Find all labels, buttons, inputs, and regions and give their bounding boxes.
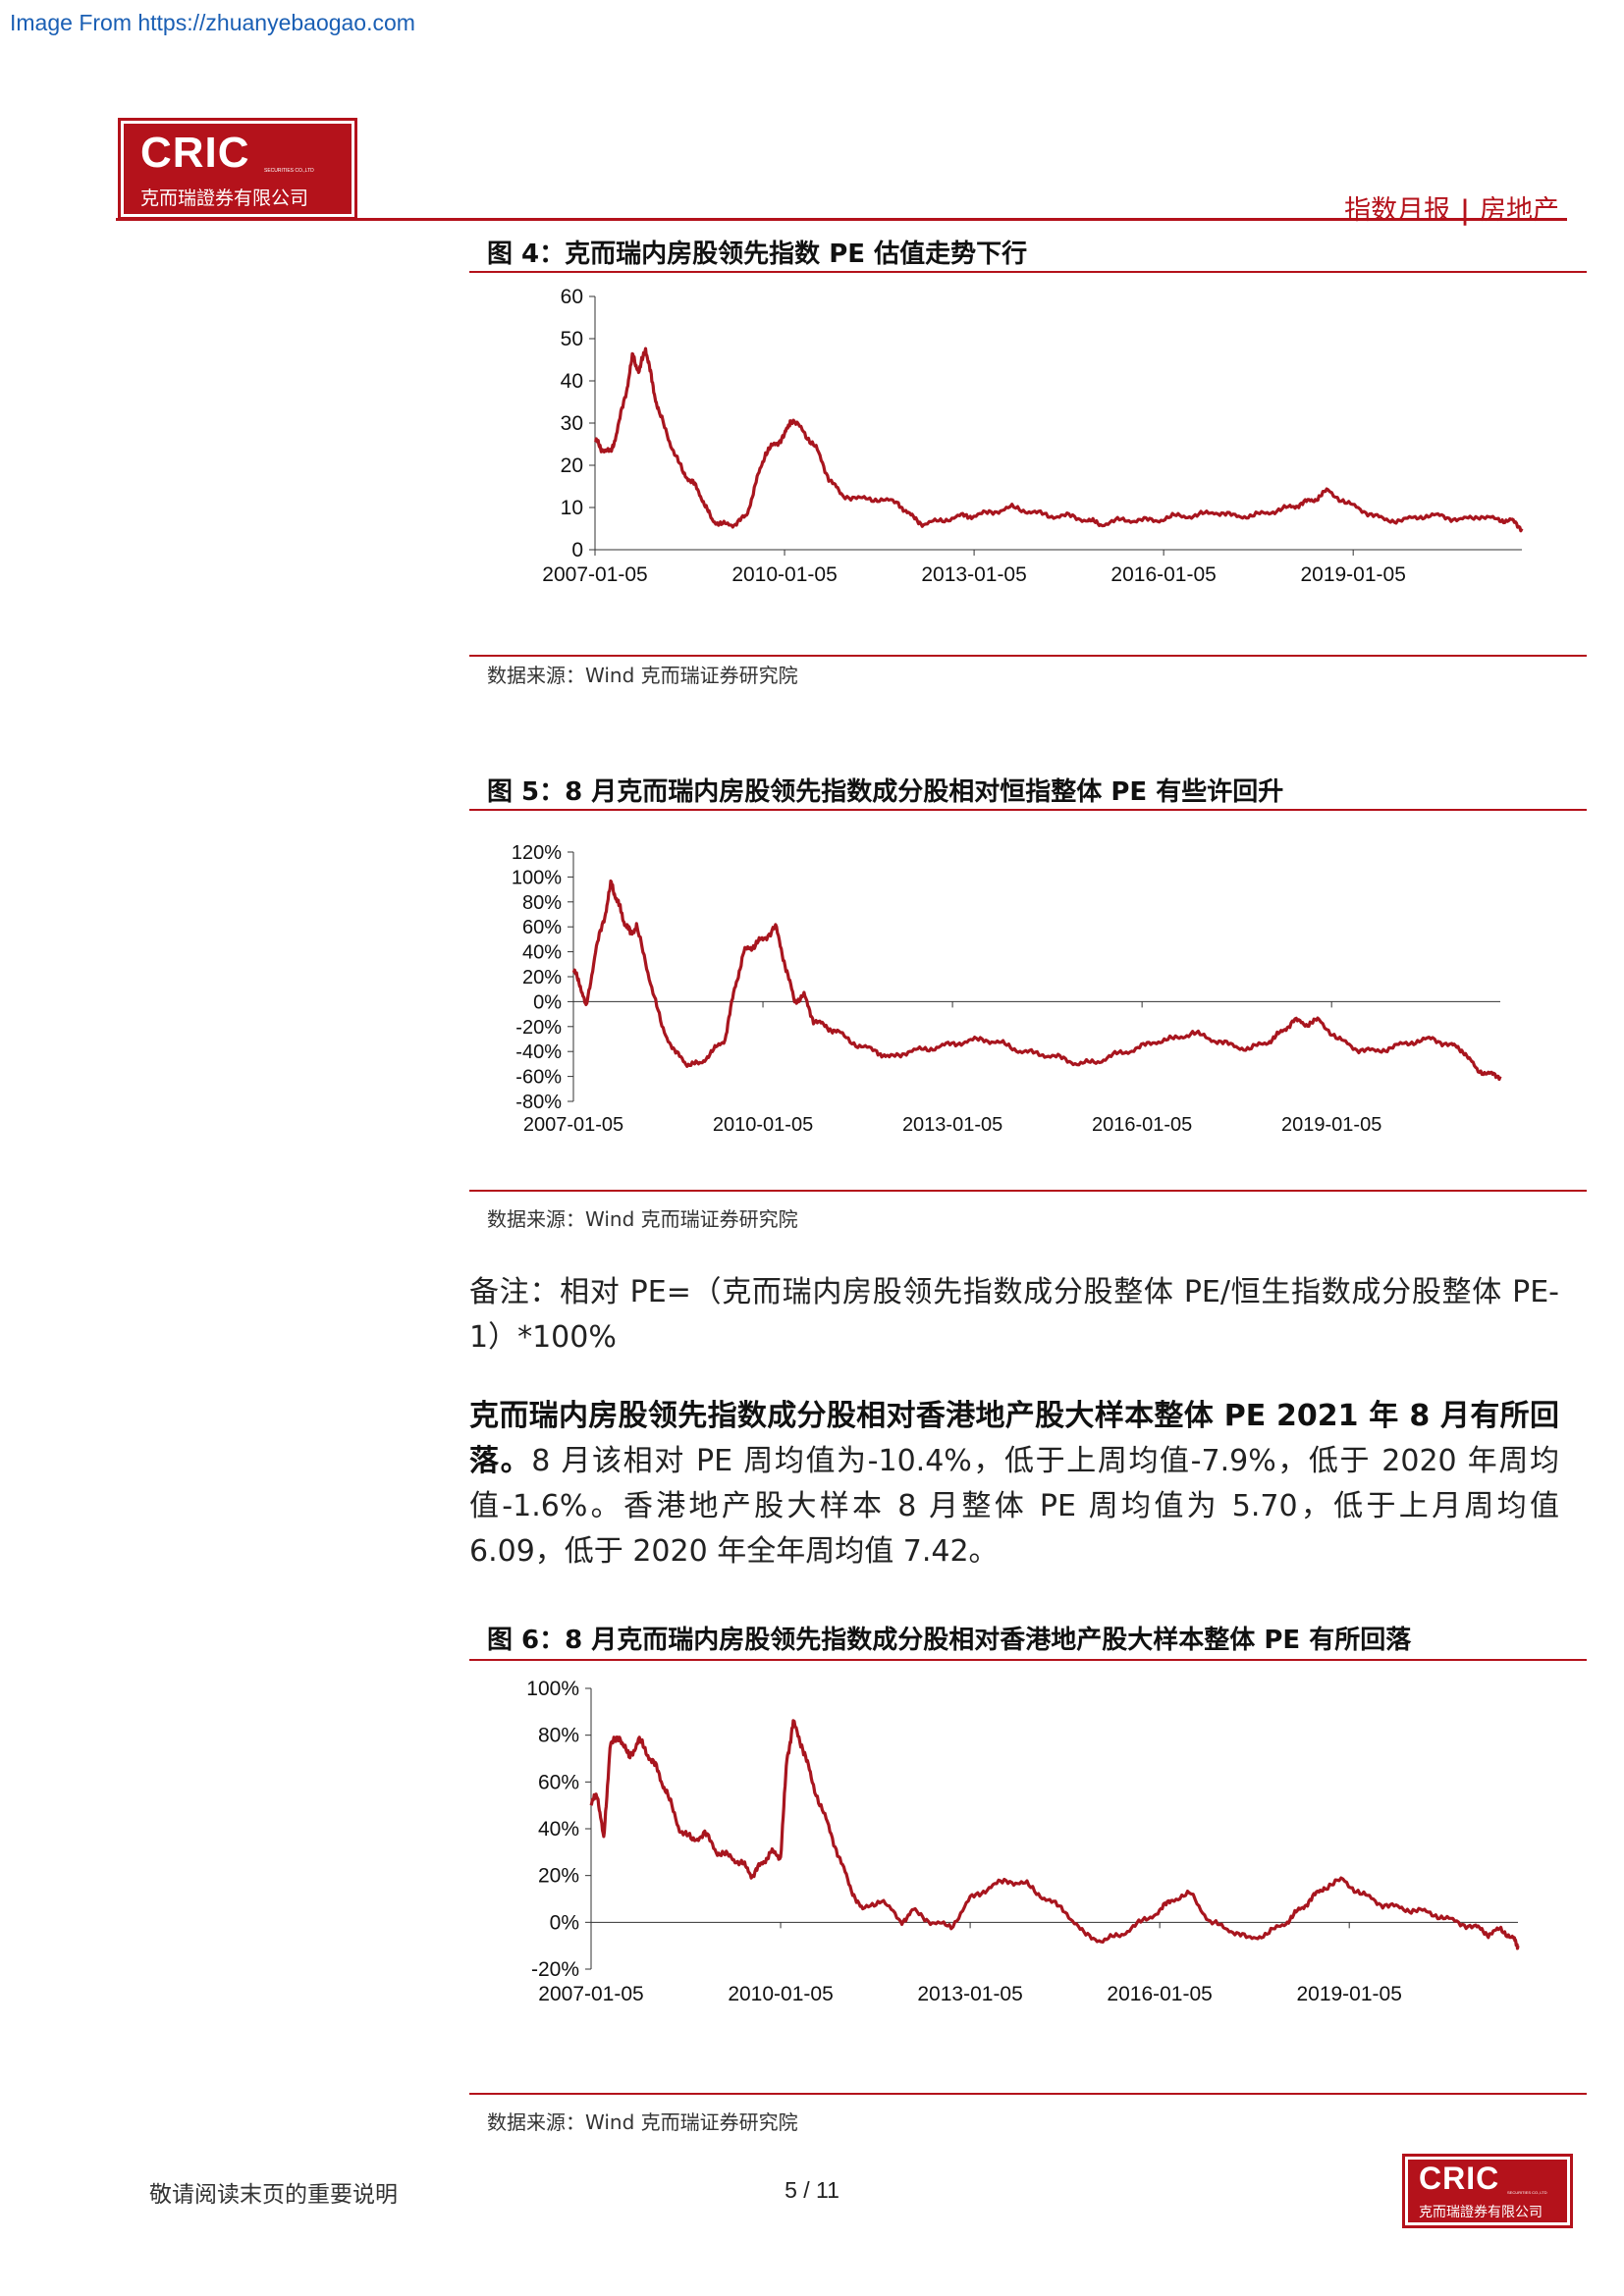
analysis-paragraph-lead: 克而瑞内房股领先指数成分股相对香港地产股大样本整体 PE 2021 年 8 月有… — [469, 1399, 1559, 1478]
logo-tiny-text: SECURITIES CO.,LTD — [264, 168, 314, 174]
y-tick-label: 40% — [522, 942, 562, 964]
figure-6-bottom-rule — [469, 2093, 1587, 2095]
cric-logo: CRIC SECURITIES CO.,LTD 克而瑞證券有限公司 — [118, 118, 357, 220]
y-tick-label: -40% — [515, 1041, 562, 1063]
x-tick-label: 2007-01-05 — [538, 1983, 643, 2005]
page-number: 5 / 11 — [785, 2177, 839, 2203]
report-type: 指数月报 — [1344, 195, 1451, 226]
figure-4-top-rule — [469, 271, 1587, 273]
figure-4-source: 数据来源：Wind 克而瑞证券研究院 — [487, 664, 798, 687]
series-line-0 — [571, 879, 1502, 1082]
x-tick-label: 2019-01-05 — [1296, 1983, 1401, 2005]
x-tick-label: 2013-01-05 — [917, 1983, 1022, 2005]
y-tick-label: -80% — [515, 1092, 562, 1113]
header-rule — [116, 218, 1567, 221]
analysis-paragraph-body: 8 月该相对 PE 周均值为-10.4%，低于上周均值-7.9%，低于 2020… — [469, 1444, 1559, 1569]
y-tick-label: 0% — [550, 1911, 579, 1934]
logo-text-en: CRIC — [140, 129, 250, 177]
y-tick-label: 80% — [522, 892, 562, 914]
relative-pe-note: 备注：相对 PE=（克而瑞内房股领先指数成分股整体 PE/恒生指数成分股整体 P… — [469, 1275, 1559, 1355]
y-tick-label: 10 — [561, 497, 583, 519]
x-tick-label: 2013-01-05 — [902, 1114, 1002, 1136]
footer-cric-logo: CRIC SECURITIES CO.,LTD 克而瑞證券有限公司 — [1402, 2154, 1573, 2228]
y-tick-label: 120% — [512, 842, 562, 864]
series-line-0 — [589, 1719, 1520, 1950]
figure-6-source: 数据来源：Wind 克而瑞证券研究院 — [487, 2110, 798, 2134]
report-sector: 房地产 — [1480, 195, 1559, 226]
y-tick-label: 60% — [522, 917, 562, 938]
y-tick-label: 100% — [526, 1678, 579, 1700]
x-tick-label: 2010-01-05 — [731, 563, 837, 586]
figure-4-chart: 0 10 20 30 40 50 60 2007-01-05 2010-01-05 2013-01… — [542, 286, 1524, 586]
y-tick-label: 20% — [522, 967, 562, 988]
y-tick-label: -20% — [531, 1958, 579, 1981]
y-tick-label: 60 — [561, 286, 583, 308]
y-tick-label: 80% — [538, 1725, 579, 1747]
analysis-paragraph: 克而瑞内房股领先指数成分股相对香港地产股大样本整体 PE 2021 年 8 月有… — [469, 1394, 1559, 1575]
logo-text-cn: 克而瑞證券有限公司 — [140, 187, 309, 209]
footer-disclaimer: 敬请阅读末页的重要说明 — [149, 2182, 398, 2208]
series-line-0 — [593, 347, 1524, 533]
y-tick-label: 0% — [533, 991, 562, 1013]
x-tick-label: 2010-01-05 — [728, 1983, 833, 2005]
y-tick-label: 40 — [561, 370, 583, 393]
figure-4-title: 图 4：克而瑞内房股领先指数 PE 估值走势下行 — [487, 240, 1028, 269]
x-tick-label: 2019-01-05 — [1300, 563, 1405, 586]
header-report-label: 指数月报 | 房地产 — [1344, 188, 1559, 227]
x-tick-label: 2013-01-05 — [921, 563, 1026, 586]
source-watermark-link[interactable]: Image From https://zhuanyebaogao.com — [10, 10, 415, 35]
y-tick-label: -20% — [515, 1017, 562, 1039]
footer-logo-text-cn: 克而瑞證券有限公司 — [1419, 2205, 1543, 2220]
y-tick-label: 20 — [561, 454, 583, 477]
y-tick-label: 30 — [561, 412, 583, 435]
figure-5-source: 数据来源：Wind 克而瑞证券研究院 — [487, 1207, 798, 1231]
figure-5-chart: -80% -60% -40%-20% 0% 20% 40% 60% 80% 100% 120% 20… — [512, 842, 1502, 1136]
x-tick-label: 2016-01-05 — [1107, 1983, 1212, 2005]
footer-logo-tiny-text: SECURITIES CO.,LTD — [1507, 2190, 1547, 2195]
y-tick-label: -60% — [515, 1067, 562, 1089]
footer-logo-text-en: CRIC — [1419, 2161, 1500, 2196]
y-tick-label: 50 — [561, 328, 583, 350]
figure-5-title: 图 5：8 月克而瑞内房股领先指数成分股相对恒指整体 PE 有些许回升 — [487, 777, 1284, 807]
x-tick-label: 2019-01-05 — [1281, 1114, 1381, 1136]
x-tick-label: 2007-01-05 — [523, 1114, 623, 1136]
x-tick-label: 2016-01-05 — [1092, 1114, 1192, 1136]
x-tick-label: 2010-01-05 — [713, 1114, 813, 1136]
figure-4-bottom-rule — [469, 655, 1587, 657]
figure-6-title: 图 6：8 月克而瑞内房股领先指数成分股相对香港地产股大样本整体 PE 有所回落 — [487, 1626, 1412, 1655]
x-tick-label: 2007-01-05 — [542, 563, 647, 586]
y-tick-label: 100% — [512, 867, 562, 888]
figure-5-top-rule — [469, 809, 1587, 811]
x-tick-label: 2016-01-05 — [1110, 563, 1216, 586]
figure-5-bottom-rule — [469, 1190, 1587, 1192]
y-tick-label: 40% — [538, 1818, 579, 1841]
y-tick-label: 60% — [538, 1771, 579, 1793]
y-tick-label: 0 — [571, 539, 583, 561]
figure-6-top-rule — [469, 1659, 1587, 1661]
header-separator: | — [1460, 195, 1470, 226]
figure-6-chart: -20% 0% 20% 40% 60% 80% 100% 2007-01-05 2010-01-… — [526, 1678, 1520, 2005]
y-tick-label: 20% — [538, 1865, 579, 1888]
